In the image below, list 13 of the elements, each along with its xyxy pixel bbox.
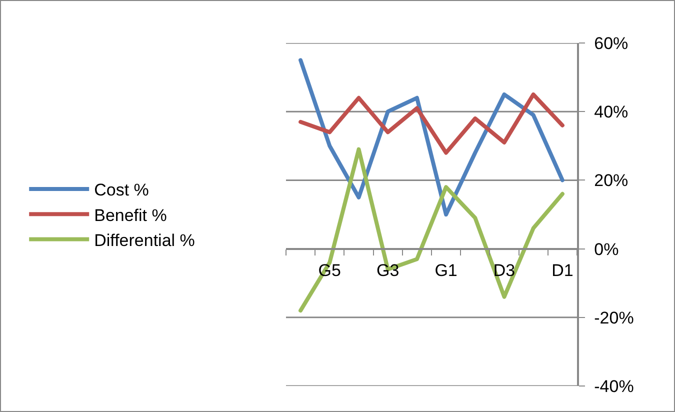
y-tick-label: 20% [594,171,628,190]
x-tick-label: D1 [552,260,574,280]
legend-label: Differential % [94,230,195,250]
x-tick-label: G1 [434,260,458,280]
line-series [298,92,564,155]
y-tick-label: 60% [594,34,628,53]
legend-label: Benefit % [94,206,167,225]
y-tick-label: -20% [594,308,634,328]
legend-label: Cost % [94,180,149,200]
y-tick-label: -40% [594,376,634,396]
y-tick-label: 0% [594,240,619,259]
line-series [298,58,564,216]
y-tick-label: 40% [594,102,628,122]
